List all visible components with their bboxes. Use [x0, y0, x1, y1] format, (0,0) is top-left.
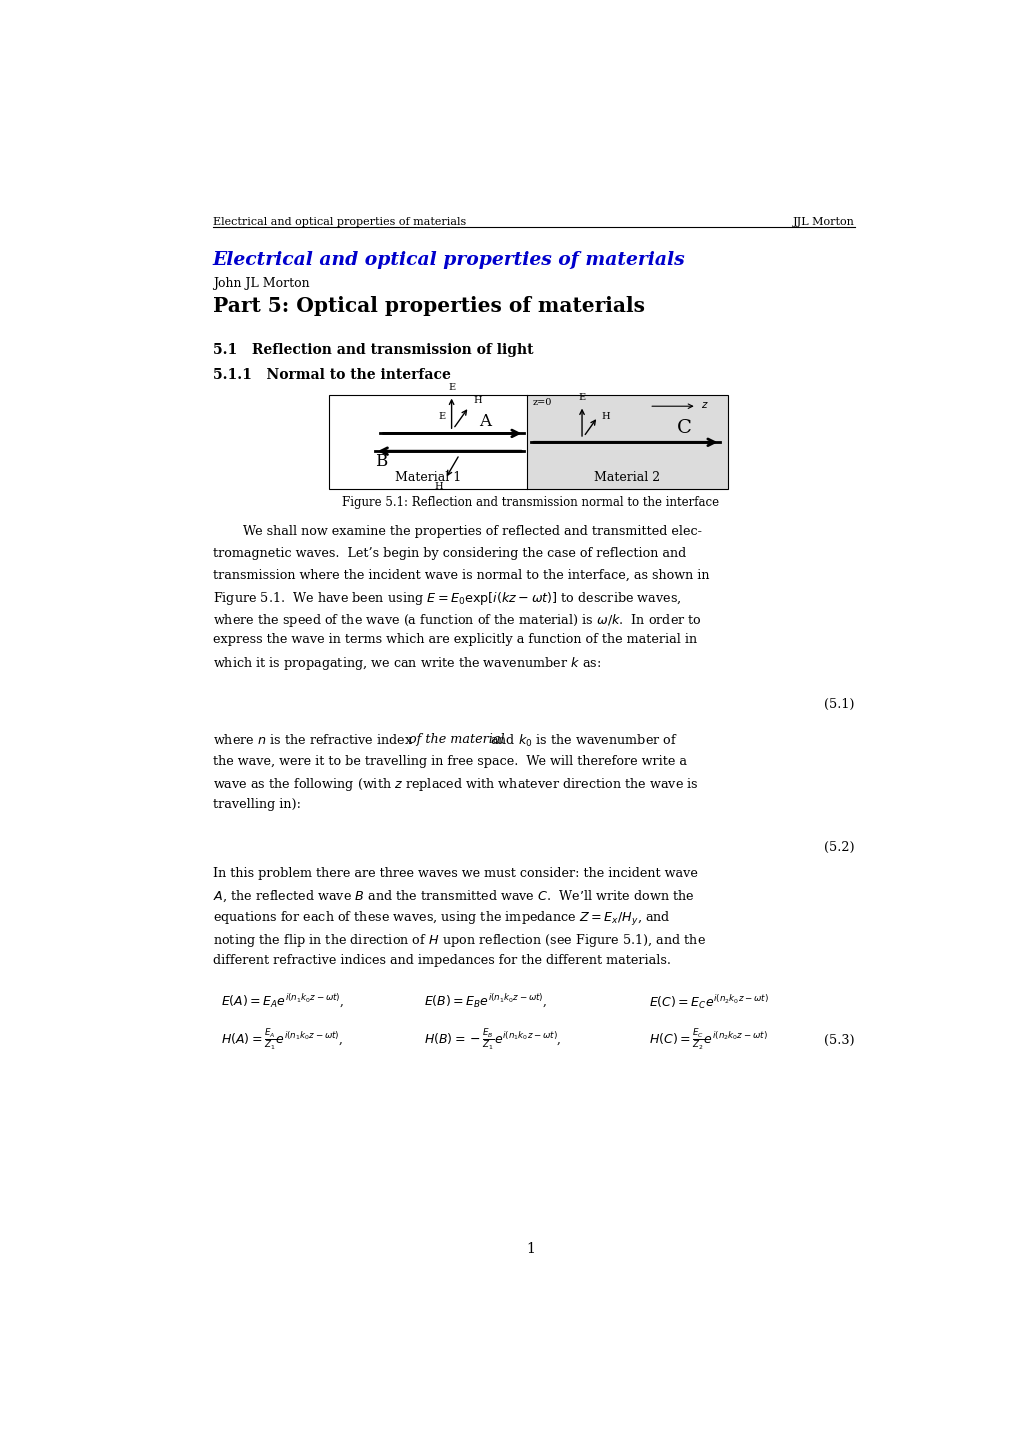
Text: Electrical and optical properties of materials: Electrical and optical properties of mat… — [213, 251, 685, 268]
Text: (5.1): (5.1) — [823, 698, 854, 711]
Text: 5.1   Reflection and transmission of light: 5.1 Reflection and transmission of light — [213, 343, 533, 358]
Text: E: E — [578, 394, 585, 402]
Text: where $n$ is the refractive index: where $n$ is the refractive index — [213, 733, 413, 747]
Text: noting the flip in the direction of $H$ upon reflection (see Figure 5.1), and th: noting the flip in the direction of $H$ … — [213, 932, 705, 949]
Text: $z$: $z$ — [700, 399, 707, 410]
Text: $E(A) = E_Ae^{i(n_1k_0z-\omega t)}$,: $E(A) = E_Ae^{i(n_1k_0z-\omega t)}$, — [220, 992, 343, 1009]
Text: express the wave in terms which are explicitly a function of the material in: express the wave in terms which are expl… — [213, 633, 696, 646]
Text: $A$, the reflected wave $B$ and the transmitted wave $C$.  We’ll write down the: $A$, the reflected wave $B$ and the tran… — [213, 888, 694, 904]
Text: Material 1: Material 1 — [394, 472, 461, 485]
Text: H: H — [473, 395, 481, 405]
Text: $H(A) = \frac{E_A}{Z_1}e^{i(n_1k_0z-\omega t)}$,: $H(A) = \frac{E_A}{Z_1}e^{i(n_1k_0z-\ome… — [220, 1027, 342, 1053]
Text: Electrical and optical properties of materials: Electrical and optical properties of mat… — [213, 218, 466, 228]
Text: Figure 5.1.  We have been using $E = E_0\exp[i(kz - \omega t)]$ to describe wave: Figure 5.1. We have been using $E = E_0\… — [213, 590, 681, 607]
Text: B: B — [375, 453, 387, 470]
Text: JJL Morton: JJL Morton — [792, 218, 854, 228]
Text: A: A — [479, 412, 491, 430]
Text: travelling in):: travelling in): — [213, 797, 301, 810]
Text: transmission where the incident wave is normal to the interface, as shown in: transmission where the incident wave is … — [213, 568, 708, 581]
Text: Part 5: Optical properties of materials: Part 5: Optical properties of materials — [213, 296, 644, 316]
Text: 5.1.1   Normal to the interface: 5.1.1 Normal to the interface — [213, 369, 450, 382]
Text: Figure 5.1: Reflection and transmission normal to the interface: Figure 5.1: Reflection and transmission … — [341, 496, 718, 509]
Text: wave as the following (with $z$ replaced with whatever direction the wave is: wave as the following (with $z$ replaced… — [213, 776, 698, 793]
Text: where the speed of the wave (a function of the material) is $\omega/k$.  In orde: where the speed of the wave (a function … — [213, 611, 701, 629]
Text: H: H — [434, 482, 442, 492]
Text: tromagnetic waves.  Let’s begin by considering the case of reflection and: tromagnetic waves. Let’s begin by consid… — [213, 547, 686, 559]
Text: H: H — [601, 412, 609, 421]
Text: of the material: of the material — [409, 733, 504, 746]
Text: (5.3): (5.3) — [823, 1034, 854, 1047]
Text: equations for each of these waves, using the impedance $Z = E_x/H_y$, and: equations for each of these waves, using… — [213, 910, 669, 929]
Text: John JL Morton: John JL Morton — [213, 277, 309, 290]
Text: and $k_0$ is the wavenumber of: and $k_0$ is the wavenumber of — [486, 733, 678, 748]
Text: different refractive indices and impedances for the different materials.: different refractive indices and impedan… — [213, 953, 671, 966]
Text: z=0: z=0 — [532, 398, 551, 408]
Text: C: C — [677, 418, 691, 437]
Text: $H(C) = \frac{E_C}{Z_2}e^{i(n_2k_0z-\omega t)}$: $H(C) = \frac{E_C}{Z_2}e^{i(n_2k_0z-\ome… — [649, 1027, 767, 1053]
Text: $E(C) = E_Ce^{i(n_2k_0z-\omega t)}$: $E(C) = E_Ce^{i(n_2k_0z-\omega t)}$ — [649, 992, 768, 1011]
Bar — [329, 395, 728, 489]
Text: $E(B) = E_Be^{i(n_1k_0z-\omega t)}$,: $E(B) = E_Be^{i(n_1k_0z-\omega t)}$, — [424, 992, 547, 1009]
Text: In this problem there are three waves we must consider: the incident wave: In this problem there are three waves we… — [213, 867, 697, 880]
Text: E: E — [438, 412, 445, 421]
Text: (5.2): (5.2) — [823, 841, 854, 854]
Text: the wave, were it to be travelling in free space.  We will therefore write a: the wave, were it to be travelling in fr… — [213, 754, 686, 767]
Text: which it is propagating, we can write the wavenumber $k$ as:: which it is propagating, we can write th… — [213, 655, 600, 672]
Bar — [526, 395, 728, 489]
Text: 1: 1 — [526, 1242, 535, 1256]
Text: $H(B) = -\frac{E_B}{Z_1}e^{i(n_1k_0z-\omega t)}$,: $H(B) = -\frac{E_B}{Z_1}e^{i(n_1k_0z-\om… — [424, 1027, 561, 1053]
Text: E: E — [447, 384, 454, 392]
Text: Material 2: Material 2 — [594, 472, 660, 485]
Text: We shall now examine the properties of reflected and transmitted elec-: We shall now examine the properties of r… — [243, 525, 701, 538]
